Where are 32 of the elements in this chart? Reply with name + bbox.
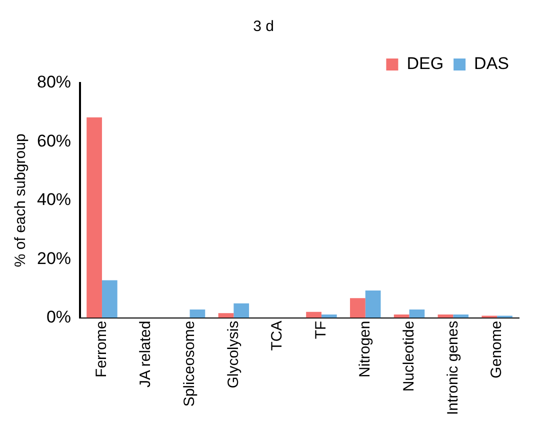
bar [86,117,102,318]
bar [102,280,118,318]
legend-label: DAS [474,54,510,74]
y-axis-title: % of each subgroup [12,134,30,268]
bar [321,314,337,318]
x-tick-label: Nucleotide [400,320,418,392]
bar [234,303,250,318]
x-tick-label: TF [312,320,330,340]
bar [218,313,234,318]
bar [350,298,366,318]
x-tick-label: Genome [488,320,506,378]
bar [365,290,381,318]
x-tick-label: JA related [137,320,154,388]
y-tick-label: 40% [36,190,72,210]
bar [306,312,322,318]
chart-title: 3 d [253,18,274,36]
x-tick-label: Nitrogen [356,320,374,378]
bar [409,310,425,318]
y-tick-label: 60% [36,131,72,150]
bar [394,314,410,318]
x-tick-label: Intronic genes [444,320,462,416]
x-tick-label: Ferrome [93,320,110,378]
y-tick-label: 20% [36,248,72,268]
y-tick-label: 80% [36,72,72,92]
x-tick-label: Spliceosome [180,320,198,407]
x-tick-label: TCA [268,320,286,351]
x-tick-label: Glycolysis [224,320,242,388]
bar [190,310,206,318]
bar [438,314,454,318]
legend-label: DEG [406,54,444,74]
y-tick-label: 0% [46,307,72,326]
bar [453,314,469,318]
